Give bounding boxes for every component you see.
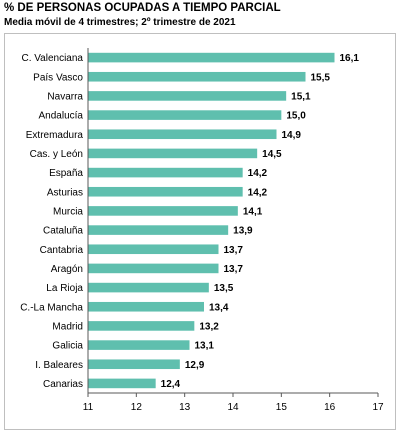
data-label: 13,7 — [224, 245, 244, 256]
category-label: C. Valenciana — [21, 53, 83, 64]
data-label: 14,2 — [248, 187, 268, 198]
data-label: 12,4 — [161, 379, 181, 390]
data-label: 15,1 — [291, 91, 311, 102]
bar — [88, 340, 190, 350]
data-label: 14,1 — [243, 206, 263, 217]
bar-chart: C. Valenciana 16,1 País Vasco 15,5 Navarra 15… — [20, 48, 384, 413]
category-label: Canarias — [43, 379, 83, 390]
data-label: 15,0 — [286, 111, 306, 122]
bar — [88, 129, 277, 140]
bar — [88, 225, 229, 235]
category-label: Aragón — [51, 264, 83, 275]
category-label: Cataluña — [43, 226, 83, 237]
data-label: 13,5 — [214, 283, 234, 294]
category-label: Asturias — [47, 187, 83, 198]
x-tick-label: 15 — [276, 402, 288, 413]
data-label: 14,5 — [262, 149, 282, 160]
data-label: 13,1 — [195, 341, 215, 352]
bar — [88, 244, 219, 255]
data-label: 16,1 — [340, 53, 360, 64]
bar — [88, 301, 204, 312]
chart-subtitle: Media móvil de 4 trimestres; 2º trimestr… — [4, 17, 236, 28]
category-label: La Rioja — [46, 283, 83, 294]
data-label: 13,9 — [233, 226, 253, 237]
category-label: Galicia — [52, 341, 83, 352]
bar — [88, 263, 219, 274]
chart-frame: C. Valenciana 16,1 País Vasco 15,5 Navarra 15… — [4, 33, 396, 430]
bar — [88, 378, 156, 389]
data-label: 14,9 — [282, 130, 302, 141]
bar — [88, 148, 258, 159]
category-label: España — [49, 168, 83, 179]
bar — [88, 321, 195, 331]
bar — [88, 167, 243, 178]
category-label: Andalucía — [39, 111, 84, 122]
bar — [88, 71, 306, 82]
x-tick-label: 16 — [324, 402, 336, 413]
category-label: C.-La Mancha — [20, 302, 83, 313]
data-label: 14,2 — [248, 168, 268, 179]
data-label: 12,9 — [185, 360, 205, 371]
category-label: País Vasco — [33, 72, 83, 83]
bar — [88, 206, 238, 216]
category-label: Murcia — [53, 206, 83, 217]
bar — [88, 359, 180, 370]
bar — [88, 91, 287, 101]
x-tick-label: 13 — [179, 402, 191, 413]
x-tick-label: 11 — [83, 402, 94, 413]
bar — [88, 110, 282, 120]
category-label: Cas. y León — [30, 149, 83, 160]
category-label: Madrid — [52, 321, 83, 332]
category-label: Extremadura — [26, 130, 84, 141]
data-label: 13,7 — [224, 264, 244, 275]
bar — [88, 52, 335, 63]
chart-title: % DE PERSONAS OCUPADAS A TIEMPO PARCIAL — [4, 2, 281, 14]
x-tick-label: 12 — [131, 402, 143, 413]
x-tick-label: 17 — [372, 402, 384, 413]
category-label: I. Baleares — [35, 360, 83, 371]
category-label: Cantabria — [40, 245, 84, 256]
data-label: 15,5 — [311, 72, 331, 83]
bar — [88, 282, 209, 293]
data-label: 13,4 — [209, 302, 229, 313]
x-tick-label: 14 — [227, 402, 239, 413]
data-label: 13,2 — [199, 321, 219, 332]
bar — [88, 186, 243, 197]
category-label: Navarra — [47, 91, 83, 102]
